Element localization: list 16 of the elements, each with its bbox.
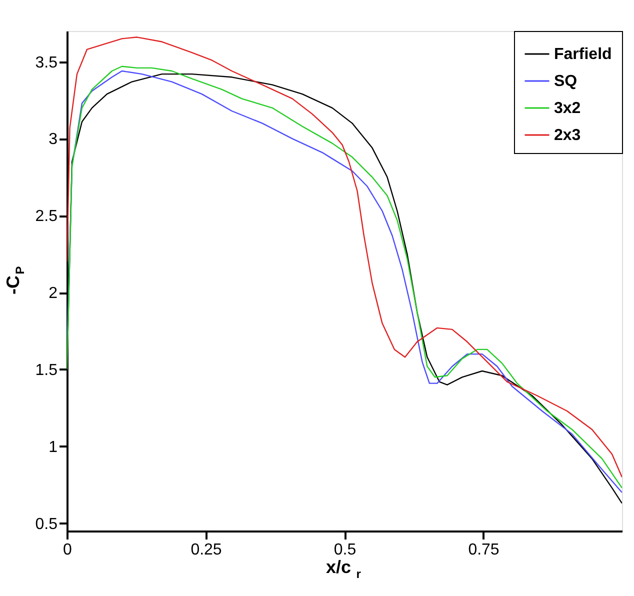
y-tick-label: 3 xyxy=(48,131,58,148)
legend-label: 2x3 xyxy=(554,127,581,144)
y-tick-label: 2 xyxy=(48,285,58,302)
y-tick-label: 3.5 xyxy=(35,54,58,72)
x-tick-label: 0.5 xyxy=(334,542,356,558)
y-tick-label: 1 xyxy=(48,438,58,456)
y-axis-title: -CP xyxy=(3,266,27,294)
legend-label: Farfield xyxy=(554,46,612,63)
y-tick-label: 0.5 xyxy=(35,516,58,533)
x-tick-label: 0.75 xyxy=(468,542,500,558)
legend-label: SQ xyxy=(554,73,578,90)
x-tick-label: 0.25 xyxy=(190,542,222,558)
x-tick-label: 0 xyxy=(63,542,72,558)
legend-label: 3x2 xyxy=(554,100,581,117)
y-tick-label: 2.5 xyxy=(35,208,58,226)
y-tick-label: 1.5 xyxy=(35,362,58,379)
